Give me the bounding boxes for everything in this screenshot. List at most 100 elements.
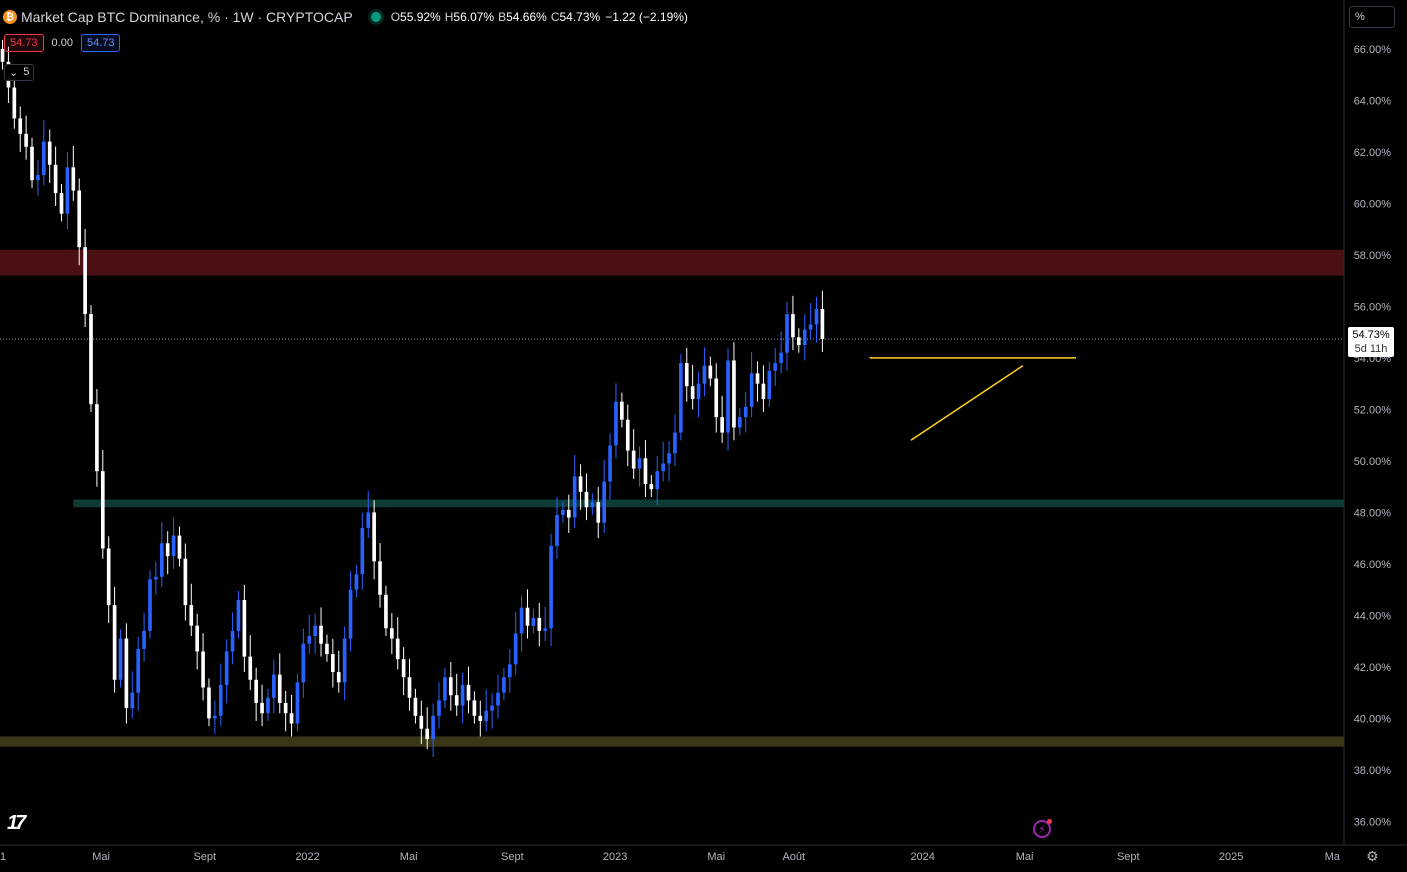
candle [802, 314, 807, 361]
x-tick-label: Août [782, 851, 805, 863]
candle [596, 486, 601, 539]
candle-body [507, 664, 512, 678]
candle [732, 342, 736, 441]
market-status-icon[interactable] [370, 12, 381, 22]
candle-body [584, 491, 589, 508]
indicators-count: 5 [23, 66, 30, 78]
candle-body [454, 695, 459, 706]
candle [549, 533, 553, 647]
close-value: 54.73% [559, 10, 601, 24]
flash-icon[interactable]: ⚡ [1033, 819, 1052, 838]
candle-body [248, 656, 253, 680]
spread-value: 0.00 [51, 37, 73, 49]
candle [425, 707, 430, 750]
open-label: O [390, 10, 401, 24]
candle-body [696, 383, 701, 400]
gear-icon[interactable]: ⚙ [1366, 848, 1379, 864]
candle [272, 659, 276, 714]
candle [460, 672, 465, 724]
candle-body [18, 118, 23, 134]
candle-body [814, 308, 819, 325]
scale-mode-button[interactable]: % [1349, 6, 1395, 28]
candle-body [472, 700, 477, 716]
candle [283, 690, 288, 732]
indicators-toggle[interactable]: ⌄ 5 [4, 64, 35, 81]
candle [743, 391, 748, 433]
candle [95, 389, 99, 487]
candle [89, 305, 93, 412]
candle [201, 633, 205, 701]
candle-body [148, 579, 152, 631]
candle-body [112, 605, 117, 680]
symbol-title[interactable]: Market Cap BTC Dominance, % · 1W · CRYPT… [21, 9, 353, 25]
candle [507, 649, 512, 693]
x-tick-label: Mai [92, 851, 110, 863]
candle [118, 629, 123, 688]
x-tick-label: Sept [501, 851, 524, 863]
last-price-label: 54.73% 5d 11h [1348, 327, 1394, 357]
candle [248, 635, 253, 691]
sell-button[interactable]: 54.73 [4, 34, 44, 52]
candle [779, 331, 783, 374]
candle-body [525, 607, 530, 626]
candle [59, 184, 64, 222]
candle [130, 671, 135, 719]
candle [401, 647, 406, 696]
candle-body [478, 715, 483, 721]
candle [407, 658, 412, 711]
trade-panel: 54.73 0.00 54.73 [4, 34, 121, 52]
candle [177, 526, 182, 567]
candle [667, 441, 671, 482]
x-tick-label: Sept [193, 851, 216, 863]
candle-body [767, 370, 772, 400]
candles-layer [0, 39, 825, 758]
candle-body [679, 363, 683, 433]
tradingview-logo[interactable]: 17 [7, 812, 26, 834]
candle-body [254, 679, 258, 703]
candle [112, 586, 117, 693]
candle [643, 440, 648, 497]
y-tick-label: 38.00% [1354, 765, 1392, 777]
candle [207, 678, 211, 727]
candle [65, 152, 70, 230]
candle-body [307, 636, 312, 644]
candle [419, 700, 424, 745]
candle-body [159, 543, 164, 577]
ohlc-values: O 55.92% H 56.07% B 54.66% C 54.73% −1.22 (−… [391, 10, 688, 24]
candle [555, 496, 559, 559]
candle [431, 703, 435, 758]
candle [484, 689, 489, 732]
candle-body [602, 481, 606, 523]
candle [791, 295, 795, 351]
candle-body [24, 133, 28, 147]
candle [519, 595, 524, 652]
y-tick-label: 42.00% [1354, 662, 1392, 674]
candle-body [490, 705, 494, 711]
candle-body [12, 87, 17, 119]
candle-body [708, 365, 713, 379]
candle [389, 613, 394, 655]
candle [637, 446, 642, 487]
candle [749, 351, 754, 418]
candle-body [266, 697, 270, 714]
change-value: −1.22 (−2.19%) [605, 10, 688, 24]
candle-body [502, 677, 506, 693]
candle [313, 613, 317, 655]
candle [18, 106, 23, 152]
y-tick-label: 48.00% [1354, 507, 1392, 519]
candle-body [89, 314, 93, 405]
candle-body [395, 638, 400, 660]
candle-body [631, 450, 636, 469]
buy-button[interactable]: 54.73 [80, 34, 121, 52]
candle-body [443, 677, 447, 701]
y-tick-label: 56.00% [1354, 301, 1392, 313]
candle-body [189, 605, 194, 626]
candle-body [407, 677, 412, 698]
candle [354, 565, 359, 598]
candle [478, 700, 483, 737]
candle [796, 328, 801, 353]
candle [159, 521, 164, 588]
candle [590, 493, 595, 515]
candle-body [667, 453, 671, 464]
